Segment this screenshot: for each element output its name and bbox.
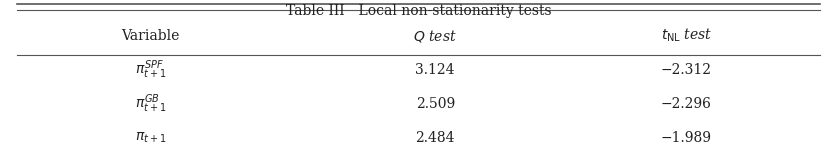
Text: $\pi_{t+1}$: $\pi_{t+1}$: [135, 130, 166, 145]
Text: $\pi_{t+1}^{SPF}$: $\pi_{t+1}^{SPF}$: [135, 58, 166, 81]
Text: $\pi_{t+1}^{GB}$: $\pi_{t+1}^{GB}$: [135, 92, 166, 115]
Text: 3.124: 3.124: [415, 63, 455, 77]
Text: 2.484: 2.484: [415, 131, 455, 145]
Text: $Q$ test: $Q$ test: [413, 28, 456, 44]
Text: −2.312: −2.312: [660, 63, 711, 77]
Text: −1.989: −1.989: [660, 131, 711, 145]
Text: Variable: Variable: [121, 29, 180, 42]
Text: 2.509: 2.509: [415, 97, 454, 111]
Text: −2.296: −2.296: [660, 97, 711, 111]
Text: $t_{\mathrm{NL}}$ test: $t_{\mathrm{NL}}$ test: [660, 27, 711, 44]
Text: Table III Local non-stationarity tests: Table III Local non-stationarity tests: [285, 4, 551, 18]
